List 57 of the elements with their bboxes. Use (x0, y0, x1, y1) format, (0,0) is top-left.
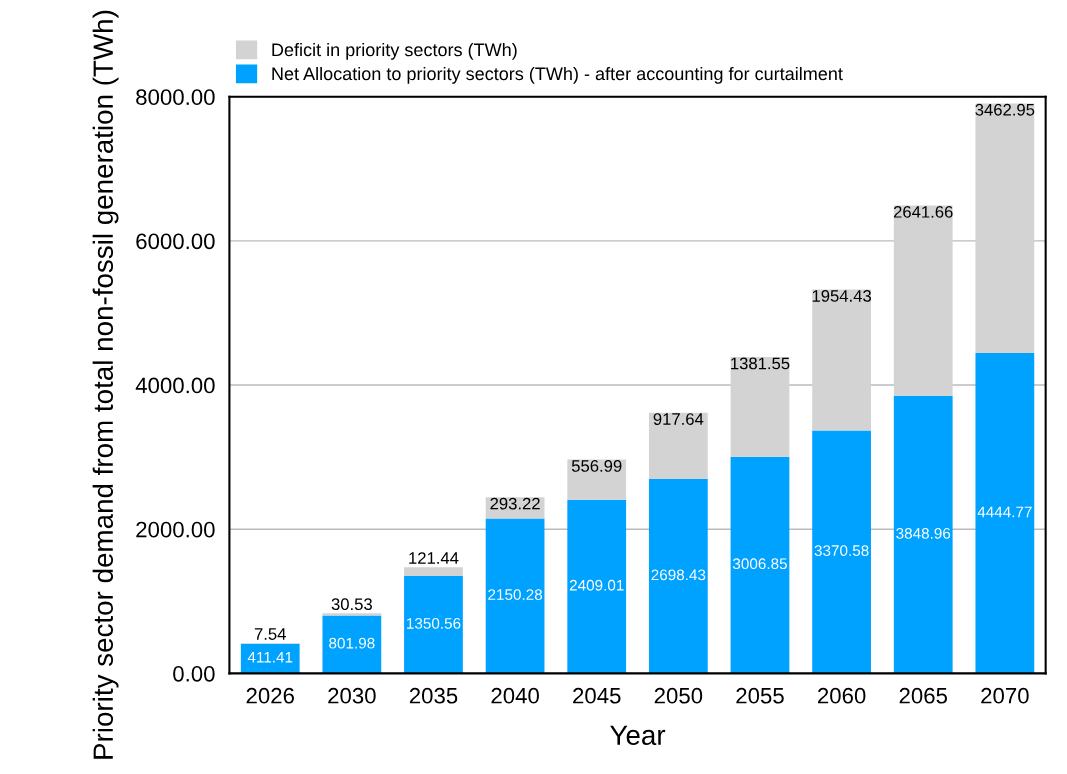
y-tick-label: 4000.00 (135, 377, 215, 394)
legend-label: Net Allocation to priority sectors (TWh) - after accounting for curtailment (272, 66, 843, 84)
x-tick-label: 2045 (573, 687, 621, 704)
data-label: 917.64 (653, 413, 704, 425)
bar (322, 615, 382, 674)
y-tick-label: 8000.00 (136, 89, 215, 106)
legend-label: Deficit in priority sectors (TWh) (272, 42, 517, 60)
data-label: 2698.43 (651, 569, 706, 581)
data-label: 7.54 (254, 628, 286, 640)
data-label: 801.98 (329, 637, 375, 649)
data-label: 4444.77 (977, 506, 1032, 518)
x-tick-label: 2030 (328, 687, 376, 704)
bar (567, 499, 627, 674)
y-tick-label: 6000.00 (136, 233, 215, 250)
bar (404, 576, 463, 674)
data-label: 3370.58 (814, 545, 869, 557)
x-tick-label: 2055 (736, 687, 784, 704)
bar (893, 205, 953, 396)
x-axis-title: Year (610, 725, 666, 746)
data-label: 2409.01 (569, 579, 624, 591)
bar (812, 430, 871, 674)
bar (730, 456, 790, 674)
data-label: 30.53 (331, 598, 372, 611)
bar (404, 567, 463, 577)
bar (975, 103, 1035, 354)
x-tick-label: 2070 (981, 687, 1029, 704)
data-label: 121.44 (409, 552, 459, 564)
bar (648, 412, 708, 479)
data-label: 293.22 (490, 497, 540, 510)
x-tick-label: 2040 (491, 687, 539, 704)
y-axis-title: Priority sector demand from total non-fossil generation (TWh) (92, 10, 119, 759)
data-label: 1381.55 (731, 357, 790, 370)
y-tick-label: 2000.00 (136, 521, 215, 538)
x-tick-label: 2050 (654, 687, 703, 704)
x-tick-label: 2026 (246, 687, 294, 704)
data-label: 2641.66 (893, 205, 953, 218)
x-tick-label: 2035 (409, 687, 458, 704)
bar (567, 459, 627, 500)
bar (485, 518, 545, 674)
data-label: 3848.96 (896, 527, 951, 539)
data-label: 1954.43 (812, 290, 871, 302)
data-label: 411.41 (247, 651, 293, 663)
bar (240, 643, 300, 674)
x-tick-label: 2065 (899, 687, 948, 704)
bar (322, 613, 382, 616)
data-label: 556.99 (571, 460, 622, 472)
data-label: 3006.85 (732, 558, 787, 570)
x-tick-label: 2060 (818, 687, 866, 704)
data-label: 2150.28 (488, 589, 543, 600)
bar (648, 478, 708, 674)
bar (893, 395, 953, 674)
bar (812, 289, 871, 431)
bar (975, 353, 1035, 674)
y-tick-label: 0.00 (173, 665, 215, 682)
bar (730, 357, 790, 457)
data-label: 3462.95 (975, 103, 1035, 116)
data-label: 1350.56 (407, 617, 461, 629)
